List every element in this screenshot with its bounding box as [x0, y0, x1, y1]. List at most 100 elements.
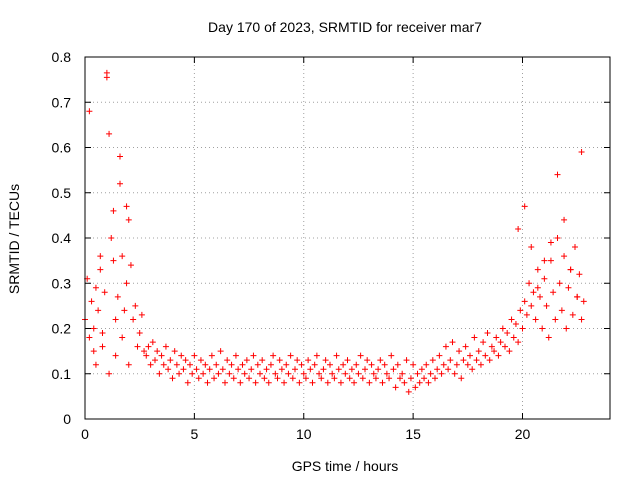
- data-point: [469, 366, 476, 373]
- data-point: [355, 370, 362, 377]
- data-point: [383, 370, 390, 377]
- data-point: [436, 352, 443, 359]
- data-point: [127, 262, 134, 269]
- data-point: [97, 266, 104, 273]
- data-point: [541, 275, 548, 282]
- data-point: [132, 302, 139, 309]
- data-point: [307, 366, 314, 373]
- data-point: [399, 370, 406, 377]
- data-point: [447, 357, 454, 364]
- data-point: [351, 379, 358, 386]
- data-point: [169, 375, 176, 382]
- data-point: [226, 370, 233, 377]
- data-point: [526, 280, 533, 287]
- data-point: [292, 366, 298, 373]
- data-point: [145, 343, 152, 350]
- data-point: [156, 370, 163, 377]
- data-point: [289, 375, 296, 382]
- data-point: [200, 370, 207, 377]
- data-point: [324, 379, 331, 386]
- data-point: [311, 361, 318, 368]
- data-point: [160, 361, 167, 368]
- data-point: [239, 361, 246, 368]
- data-point: [425, 379, 432, 386]
- data-point: [574, 293, 581, 300]
- data-point: [90, 325, 97, 332]
- data-point: [134, 343, 141, 350]
- data-point: [248, 366, 255, 373]
- y-tick-label: 0.1: [52, 366, 72, 382]
- data-point: [521, 203, 528, 210]
- data-point: [272, 370, 279, 377]
- data-point: [432, 375, 438, 382]
- data-point: [243, 357, 250, 364]
- data-point: [550, 289, 557, 296]
- data-point: [521, 298, 528, 305]
- data-point: [162, 343, 169, 350]
- data-point: [368, 361, 375, 368]
- data-point: [563, 325, 570, 332]
- data-point: [110, 257, 117, 264]
- data-point: [458, 375, 465, 382]
- data-point: [86, 108, 93, 115]
- data-point: [313, 352, 320, 359]
- data-point: [578, 149, 585, 156]
- data-point: [143, 352, 150, 359]
- data-point: [261, 375, 268, 382]
- data-point: [204, 379, 211, 386]
- data-point: [331, 375, 338, 382]
- data-point: [108, 235, 115, 241]
- data-point: [405, 388, 412, 395]
- x-tick-label: 10: [296, 426, 312, 442]
- data-point: [401, 379, 408, 386]
- data-point: [276, 357, 283, 364]
- y-tick-label: 0.2: [52, 321, 72, 337]
- data-point: [114, 293, 121, 300]
- data-point: [532, 316, 539, 323]
- data-point: [370, 370, 377, 377]
- data-point: [178, 352, 185, 359]
- data-point: [427, 370, 434, 377]
- data-point: [464, 361, 471, 368]
- data-point: [346, 375, 353, 382]
- data-point: [534, 266, 541, 273]
- data-point: [539, 325, 546, 332]
- data-point: [390, 366, 397, 373]
- data-point: [534, 284, 541, 291]
- data-point: [515, 225, 522, 232]
- data-point: [558, 307, 565, 314]
- data-point: [298, 361, 305, 368]
- data-point: [302, 375, 309, 382]
- data-point: [407, 375, 414, 382]
- data-point: [397, 375, 403, 382]
- data-point: [202, 361, 209, 368]
- data-point: [528, 302, 535, 309]
- data-point: [488, 343, 495, 350]
- data-point: [285, 370, 292, 377]
- data-point: [305, 357, 312, 364]
- data-point: [112, 316, 119, 323]
- data-point: [99, 330, 106, 337]
- y-axis-label: SRMTID / TECUs: [6, 184, 22, 294]
- data-point: [335, 366, 342, 373]
- data-point: [456, 348, 463, 355]
- data-point: [451, 370, 458, 377]
- data-point: [173, 361, 180, 368]
- data-point: [117, 153, 123, 160]
- data-point: [565, 284, 572, 291]
- data-point: [165, 366, 172, 373]
- data-point: [493, 334, 500, 341]
- data-point: [309, 379, 316, 386]
- data-point: [112, 352, 119, 359]
- data-point: [348, 366, 355, 373]
- data-point: [267, 361, 274, 368]
- data-point: [237, 379, 244, 386]
- data-point: [287, 352, 294, 359]
- data-point: [416, 379, 423, 386]
- data-point: [189, 370, 196, 377]
- data-point: [561, 253, 568, 260]
- data-points: [82, 69, 587, 395]
- data-point: [329, 370, 336, 377]
- data-point: [228, 361, 235, 368]
- x-tick-label: 15: [405, 426, 421, 442]
